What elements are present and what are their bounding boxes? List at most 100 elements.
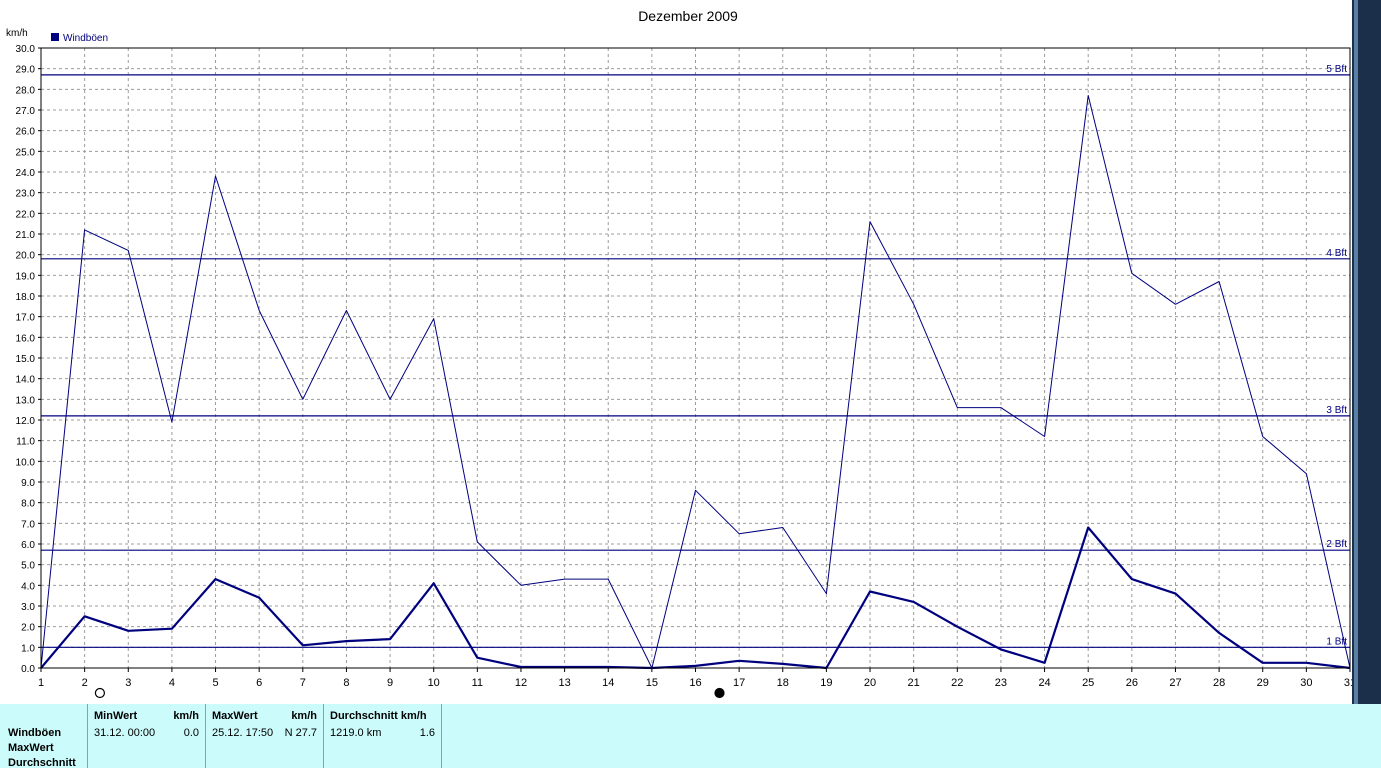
- min-header: MinWert: [94, 710, 138, 722]
- x-tick-label: 27: [1169, 677, 1181, 689]
- stats-max-column: MaxWert km/h 25.12. 17:50 N 27.7: [205, 704, 323, 768]
- x-tick-label: 2: [82, 677, 88, 689]
- y-tick-label: 9.0: [21, 478, 35, 489]
- x-tick-label: 11: [472, 677, 483, 689]
- y-tick-label: 19.0: [16, 271, 36, 282]
- threshold-label: 4 Bft: [1326, 248, 1347, 259]
- y-tick-label: 17.0: [16, 313, 36, 324]
- y-tick-label: 16.0: [16, 333, 36, 344]
- y-tick-label: 10.0: [16, 457, 36, 468]
- stats-min-column: MinWert km/h 31.12. 00:00 0.0: [87, 704, 205, 768]
- row-label-maxwert: MaxWert: [8, 742, 54, 754]
- threshold-label: 3 Bft: [1326, 405, 1347, 416]
- row-label-durchschnitt: Durchschnitt: [8, 757, 76, 769]
- min-unit: km/h: [173, 710, 199, 722]
- stats-panel: Windböen MaxWert Durchschnitt MinWert km…: [0, 704, 1381, 771]
- y-tick-label: 22.0: [16, 209, 36, 220]
- y-tick-label: 8.0: [21, 499, 35, 510]
- x-tick-label: 28: [1213, 677, 1225, 689]
- x-tick-label: 8: [343, 677, 349, 689]
- y-tick-label: 2.0: [21, 623, 35, 634]
- y-tick-label: 5.0: [21, 561, 35, 572]
- y-tick-label: 4.0: [21, 581, 35, 592]
- window-edge-highlight: [1354, 0, 1358, 704]
- stats-avg-column: Durchschnitt km/h 1219.0 km 1.6: [323, 704, 442, 768]
- legend-swatch: [51, 33, 59, 41]
- x-tick-label: 3: [125, 677, 131, 689]
- x-tick-label: 9: [387, 677, 393, 689]
- y-tick-label: 29.0: [16, 65, 36, 76]
- x-tick-label: 14: [602, 677, 614, 689]
- series-line-windboeen: [40, 95, 1351, 669]
- y-tick-label: 21.0: [16, 230, 36, 241]
- legend-label: Windböen: [63, 33, 108, 44]
- axes: 0.01.02.03.04.05.06.07.08.09.010.011.012…: [16, 44, 1357, 689]
- y-tick-label: 11.0: [16, 437, 35, 448]
- x-tick-label: 1: [38, 677, 44, 689]
- y-tick-label: 14.0: [16, 375, 36, 386]
- x-tick-label: 20: [864, 677, 876, 689]
- x-tick-label: 22: [951, 677, 963, 689]
- x-tick-label: 6: [256, 677, 262, 689]
- y-tick-label: 12.0: [16, 416, 36, 427]
- y-tick-label: 1.0: [21, 643, 35, 654]
- full-moon-icon: [94, 687, 106, 699]
- grid: [41, 48, 1350, 668]
- y-tick-label: 3.0: [21, 602, 35, 613]
- y-tick-label: 25.0: [16, 147, 36, 158]
- y-tick-label: 13.0: [16, 395, 36, 406]
- avg-header: Durchschnitt km/h: [330, 710, 427, 722]
- beaufort-thresholds: 1 Bft 2 Bft 3 Bft 4 Bft 5 Bft: [41, 64, 1350, 648]
- y-tick-label: 20.0: [16, 251, 36, 262]
- x-tick-label: 19: [820, 677, 832, 689]
- series-line-thick: [40, 526, 1351, 670]
- x-tick-label: 15: [646, 677, 658, 689]
- plot-frame: [40, 47, 1351, 669]
- y-axis-label: km/h: [6, 28, 28, 39]
- x-tick-label: 26: [1126, 677, 1138, 689]
- y-tick-label: 15.0: [16, 354, 36, 365]
- x-tick-label: 7: [300, 677, 306, 689]
- max-value: N 27.7: [284, 727, 317, 739]
- x-tick-label: 10: [428, 677, 440, 689]
- x-tick-label: 23: [995, 677, 1007, 689]
- y-tick-label: 0.0: [21, 664, 35, 675]
- max-header: MaxWert: [212, 710, 258, 722]
- y-tick-label: 26.0: [16, 127, 36, 138]
- y-tick-label: 7.0: [21, 519, 35, 530]
- min-date: 31.12. 00:00: [94, 727, 156, 739]
- y-tick-label: 18.0: [16, 292, 36, 303]
- y-tick-label: 24.0: [16, 168, 36, 179]
- avg-value: 1.6: [419, 727, 435, 739]
- y-tick-label: 28.0: [16, 85, 36, 96]
- avg-distance: 1219.0 km: [330, 727, 382, 739]
- x-tick-label: 4: [169, 677, 175, 689]
- x-tick-label: 18: [777, 677, 789, 689]
- threshold-label: 5 Bft: [1326, 64, 1347, 75]
- legend: Windböen: [51, 33, 108, 44]
- x-tick-label: 17: [733, 677, 745, 689]
- x-tick-label: 25: [1082, 677, 1094, 689]
- min-value: 0.0: [183, 727, 199, 739]
- max-unit: km/h: [291, 710, 317, 722]
- row-label-windboeen: Windböen: [8, 727, 62, 739]
- new-moon-icon: [714, 687, 725, 699]
- y-tick-label: 27.0: [16, 106, 36, 117]
- wind-gust-chart: Dezember 2009 km/h Windböen 1 Bft 2 Bft 3 …: [6, 8, 1357, 699]
- max-date: 25.12. 17:50: [212, 727, 274, 739]
- x-tick-label: 30: [1300, 677, 1312, 689]
- series-lines: [40, 95, 1351, 670]
- threshold-label: 2 Bft: [1326, 539, 1347, 550]
- threshold-label: 1 Bft: [1326, 636, 1347, 647]
- stats-row-labels: Windböen MaxWert Durchschnitt: [8, 726, 76, 771]
- chart-title: Dezember 2009: [638, 8, 738, 24]
- x-tick-label: 5: [212, 677, 218, 689]
- x-tick-label: 29: [1257, 677, 1269, 689]
- y-tick-label: 30.0: [16, 44, 36, 55]
- x-tick-label: 24: [1038, 677, 1050, 689]
- x-tick-label: 12: [515, 677, 527, 689]
- y-tick-label: 6.0: [21, 540, 35, 551]
- x-tick-label: 13: [558, 677, 570, 689]
- x-tick-label: 21: [908, 677, 920, 689]
- moon-phases: [94, 687, 725, 699]
